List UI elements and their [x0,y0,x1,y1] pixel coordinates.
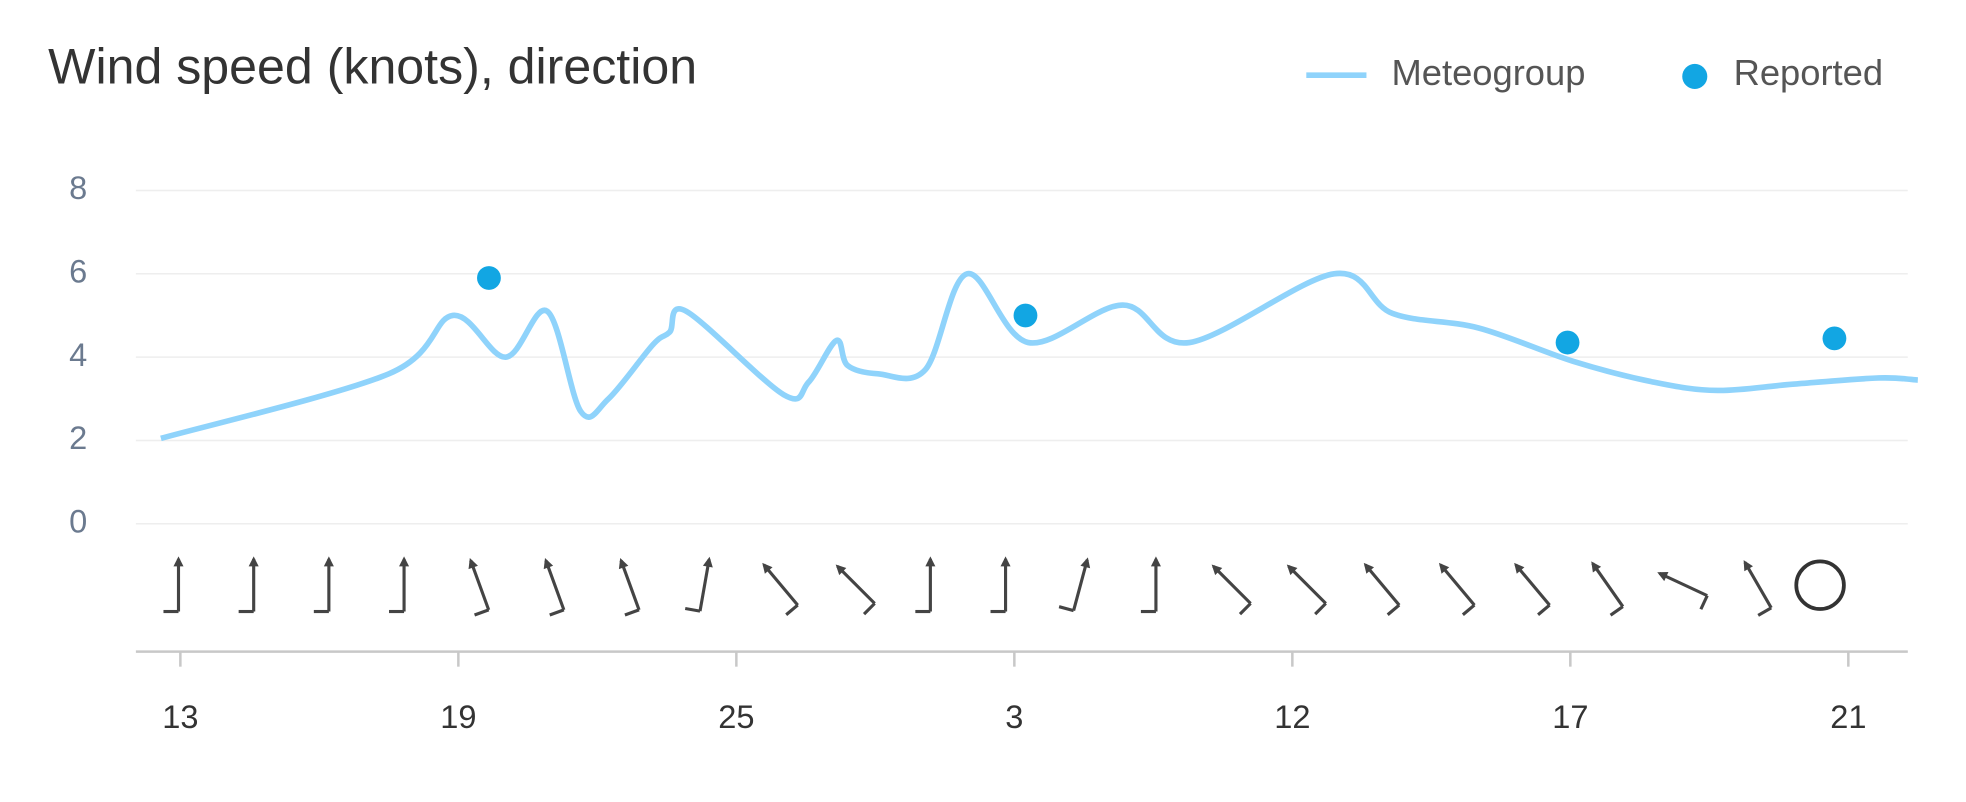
barb-shaft [1658,571,1708,598]
barb-tail [684,606,701,613]
barb-head [1000,556,1011,567]
barb-shaft [762,563,799,607]
x-tick-label: 21 [1830,699,1866,735]
barb-shaft [1439,563,1476,607]
wind-barb [163,556,184,614]
barb-tail [1238,602,1252,616]
barb-tail [1757,606,1772,617]
barb-tail [1058,605,1075,613]
barb-tail [624,608,640,617]
series-line [160,270,1919,442]
barb-tail [1386,603,1401,616]
wind-barb [1591,561,1625,617]
x-tick-label: 12 [1274,699,1310,735]
barb-shaft [1072,559,1089,611]
y-tick-label: 2 [69,420,87,456]
barb-shaft [698,559,711,612]
barb-head [618,558,629,570]
wind-barb [1743,560,1773,617]
barb-tail [1537,603,1551,616]
barb-shaft [1743,561,1773,609]
y-tick-label: 0 [69,503,87,539]
barb-tail [1461,603,1476,616]
wind-barb [238,556,259,614]
data-point [1013,303,1038,328]
barb-shaft [1212,565,1252,605]
chart-title: Wind speed (knots), direction [48,38,697,94]
barb-shaft [544,559,566,611]
barb-tail [785,603,799,616]
barb-tail [474,608,490,617]
y-tick-label: 8 [69,170,87,206]
barb-head [762,562,773,574]
legend-label: Reported [1734,52,1883,93]
x-tick-label: 13 [162,699,198,735]
x-tick-label: 17 [1552,699,1588,735]
barb-shaft [1591,562,1625,608]
barb-tail [549,608,565,617]
barb-head [173,556,184,567]
x-tick-label: 19 [440,699,476,735]
wind-barb [762,562,799,616]
data-point [1822,326,1847,351]
legend-label: Meteogroup [1392,52,1586,93]
wind-barb [684,556,713,613]
barb-shaft [619,559,641,611]
barb-head [1657,571,1669,582]
barb-shaft [1287,565,1327,605]
x-tick-label: 3 [1005,699,1023,735]
barb-head [1080,557,1091,569]
barb-head [1743,560,1754,572]
barb-head [543,558,554,570]
wind-barb [313,556,334,614]
barb-head [399,556,410,567]
wind-barb [1438,562,1476,616]
x-tick-label: 25 [718,699,754,735]
barb-shaft [1364,563,1401,607]
wind-barb [1657,571,1709,610]
wind-barb [389,556,410,614]
y-tick-label: 4 [69,337,87,373]
wind-barb [1363,562,1401,616]
wind-barb [915,556,936,614]
barb-head [925,556,936,567]
barb-head [248,556,259,567]
barb-head [323,556,334,567]
barb-tail [862,602,876,616]
barb-shaft [1514,563,1551,607]
barb-head [1591,561,1602,573]
wind-barb [618,558,641,617]
wind-direction-row [163,556,1846,617]
wind-barb [468,558,491,617]
data-point [1555,330,1580,355]
wind-barb [835,564,876,616]
barb-head [1438,562,1450,574]
barb-shaft [469,559,491,611]
barb-shaft [836,565,876,605]
barb-tail [1699,594,1709,610]
calm-circle [1794,559,1846,611]
data-point [477,266,501,290]
barb-head [1363,562,1375,574]
wind-barb [1211,564,1252,616]
wind-barb [543,558,566,617]
wind-barb [1514,562,1551,616]
barb-head [468,558,478,570]
barb-head [1150,556,1161,567]
wind-barb [1286,564,1327,616]
legend-swatch [1682,63,1708,89]
barb-tail [1314,602,1327,616]
barb-tail [1609,605,1624,617]
wind-barb [990,556,1011,614]
y-tick-label: 6 [69,253,87,289]
wind-barb [1058,557,1091,613]
wind-barb [1140,556,1161,614]
barb-head [702,556,713,568]
barb-head [1514,562,1525,574]
